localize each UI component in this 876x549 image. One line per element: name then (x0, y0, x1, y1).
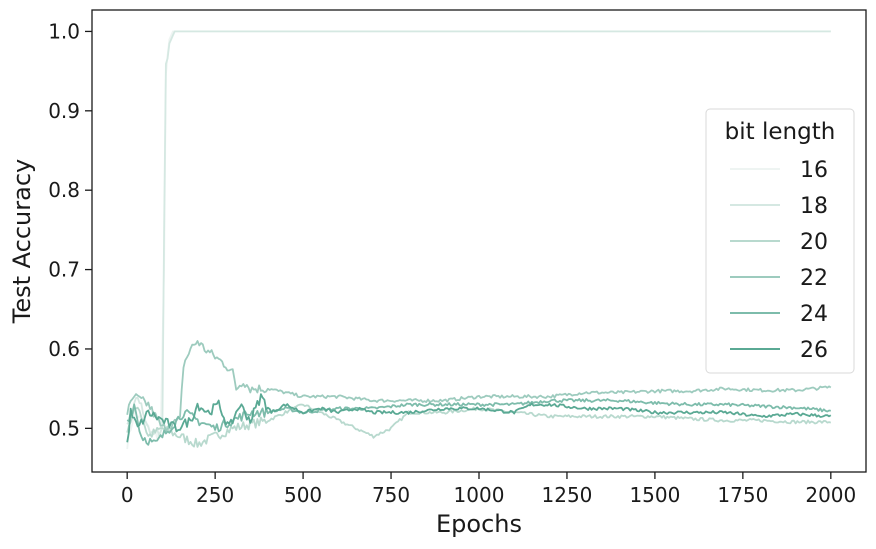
legend-label-16: 16 (800, 158, 828, 183)
series-layer (126, 30, 832, 450)
y-tick-label: 0.6 (48, 337, 80, 361)
x-tick-label: 1500 (629, 483, 680, 507)
legend-title: bit length (725, 119, 836, 145)
legend-label-20: 20 (800, 230, 828, 255)
x-tick-label: 1250 (542, 483, 593, 507)
y-tick-label: 0.5 (48, 416, 80, 440)
x-axis-ticks: 0 250 500 750 1000 1250 1500 1750 2000 (121, 472, 856, 507)
x-tick-label: 1750 (717, 483, 768, 507)
series-line-18 (126, 30, 831, 437)
series-line-22 (126, 340, 832, 432)
series-line-26 (126, 393, 832, 443)
y-tick-label: 0.7 (48, 258, 80, 282)
legend-label-24: 24 (800, 302, 828, 327)
x-tick-label: 1000 (454, 483, 505, 507)
y-axis-label: Test Accuracy (8, 159, 36, 324)
y-tick-label: 1.0 (48, 19, 80, 43)
legend-label-18: 18 (800, 194, 828, 219)
legend-label-26: 26 (800, 338, 828, 363)
y-tick-label: 0.8 (48, 178, 80, 202)
y-tick-label: 0.9 (48, 99, 80, 123)
legend: bit length 16 18 20 22 24 26 (705, 108, 855, 374)
x-tick-label: 2000 (805, 483, 856, 507)
y-axis-ticks: 0.5 0.6 0.7 0.8 0.9 1.0 (48, 19, 92, 440)
legend-items: 16 18 20 22 24 26 (730, 158, 828, 363)
x-tick-label: 500 (284, 483, 322, 507)
x-tick-label: 250 (196, 483, 234, 507)
legend-label-22: 22 (800, 266, 828, 291)
x-axis-label: Epochs (436, 510, 522, 538)
x-tick-label: 0 (121, 483, 134, 507)
x-tick-label: 750 (372, 483, 410, 507)
